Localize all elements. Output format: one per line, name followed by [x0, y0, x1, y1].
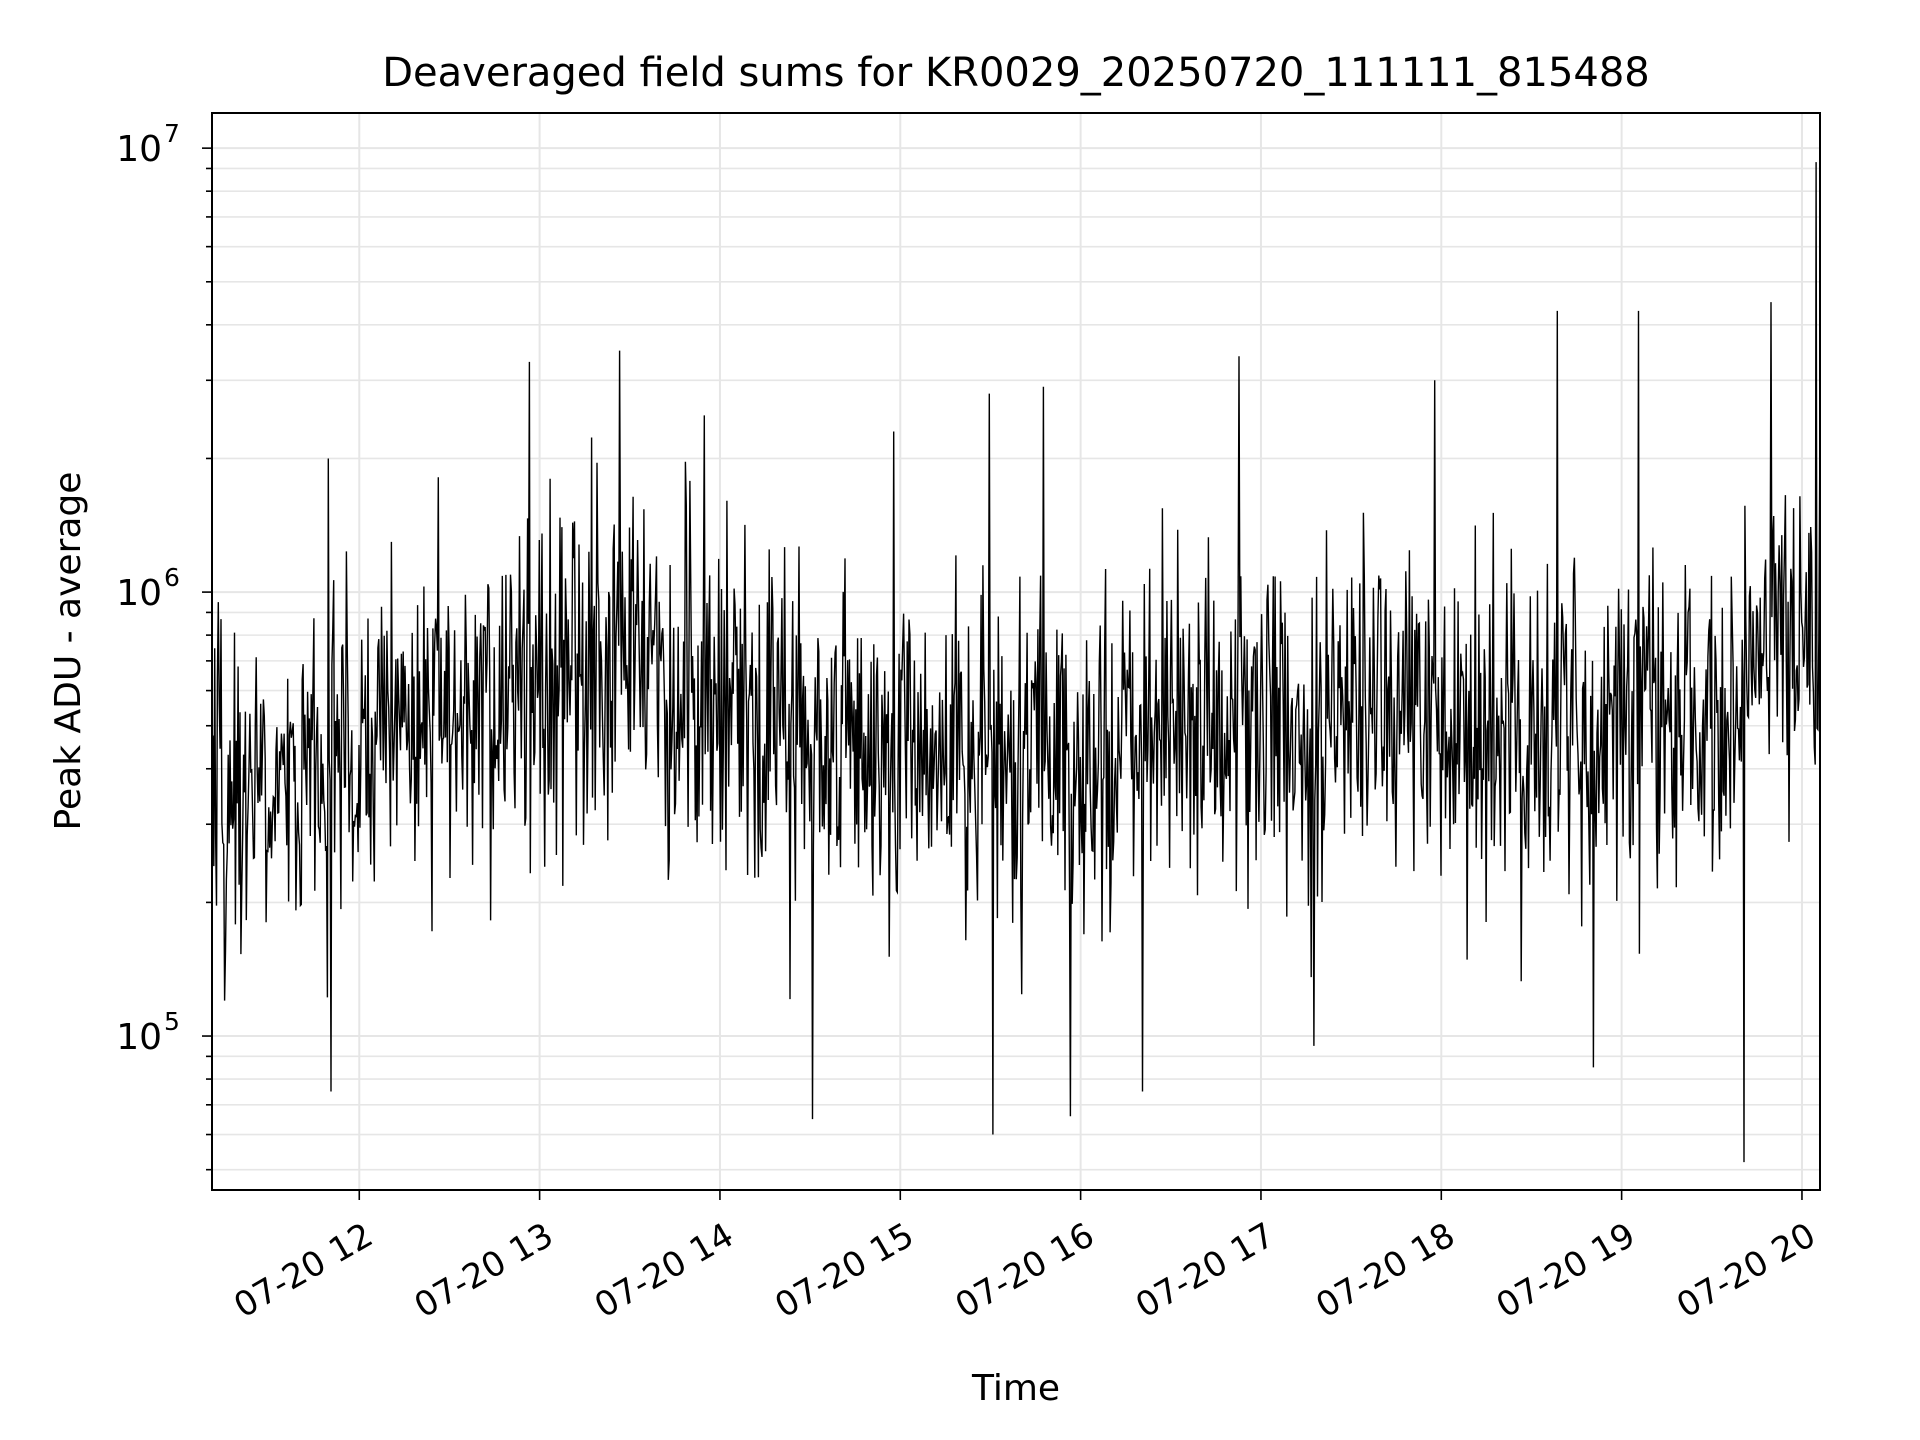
x-tick-label: 07-20 14 [588, 1215, 740, 1326]
plot-frame [211, 112, 1821, 1191]
x-tick-label: 07-20 13 [408, 1215, 560, 1326]
x-tick-label: 07-20 17 [1129, 1215, 1281, 1326]
y-tick-label: 10 [116, 1017, 162, 1058]
x-tick-label: 07-20 18 [1309, 1215, 1461, 1326]
y-tick-label: 10 [116, 573, 162, 614]
x-tick-label: 07-20 12 [227, 1215, 379, 1326]
x-tick-label: 07-20 19 [1490, 1215, 1642, 1326]
x-axis-label: Time [971, 1368, 1060, 1409]
grid-layer [212, 113, 1820, 1190]
y-tick-label-exponent: 7 [164, 119, 180, 148]
chart-title: Deaveraged field sums for KR0029_2025072… [382, 50, 1650, 96]
y-tick-label-exponent: 6 [164, 563, 180, 592]
data-layer [211, 162, 1821, 1163]
y-axis-label: Peak ADU - average [48, 472, 89, 831]
x-tick-label: 07-20 16 [949, 1215, 1101, 1326]
y-tick-label: 10 [116, 129, 162, 170]
series-line [211, 162, 1821, 1163]
y-tick-label-exponent: 5 [164, 1007, 180, 1036]
x-tick-label: 07-20 15 [768, 1215, 920, 1326]
x-tick-label: 07-20 20 [1670, 1215, 1822, 1326]
